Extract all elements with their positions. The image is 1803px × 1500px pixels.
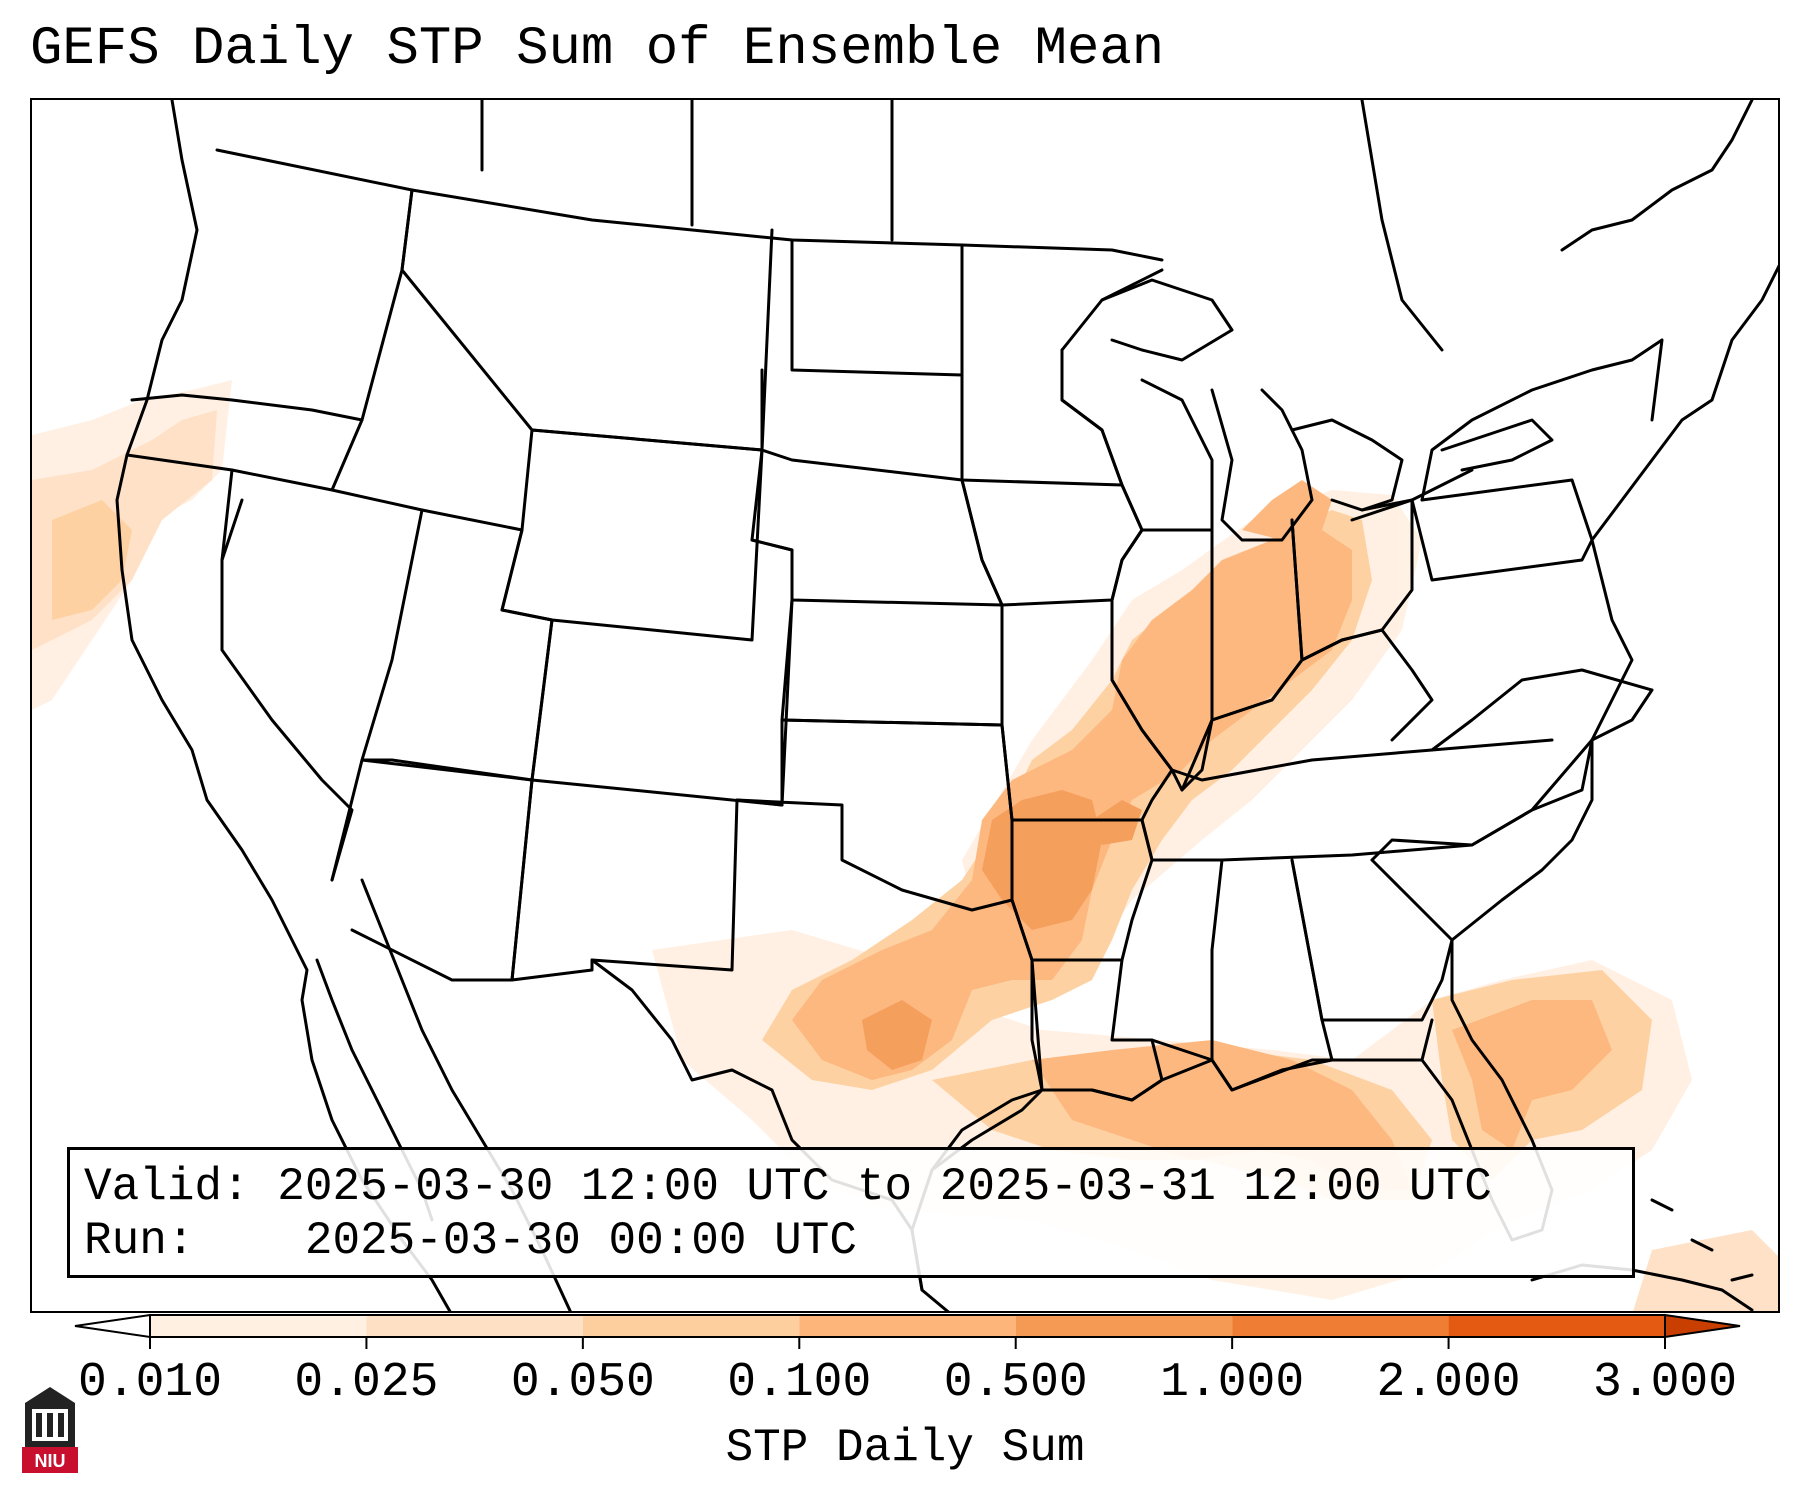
map-title: GEFS Daily STP Sum of Ensemble Mean: [30, 19, 1165, 80]
niu-logo-text: NIU: [35, 1451, 66, 1471]
colorbar-tick-label: 0.050: [510, 1356, 655, 1410]
colorbar-tick-label: 0.100: [727, 1356, 872, 1410]
colorbar-segment: [799, 1315, 1016, 1337]
valid-run-info-box: Valid: 2025-03-30 12:00 UTC to 2025-03-3…: [67, 1147, 1635, 1278]
colorbar-segment: [1015, 1315, 1233, 1337]
colorbar-tick-label: 2.000: [1376, 1356, 1521, 1410]
colorbar-segment: [150, 1315, 367, 1337]
map-panel: [30, 98, 1780, 1313]
colorbar-tick-label: 1.000: [1160, 1356, 1305, 1410]
colorbar-segment: [366, 1315, 583, 1337]
colorbar-segment: [1232, 1315, 1449, 1337]
niu-logo: NIU: [22, 1387, 78, 1473]
colorbar-tick-label: 0.010: [77, 1356, 223, 1410]
colorbar-segments: [74, 1313, 1741, 1339]
valid-label: Valid:: [84, 1161, 250, 1213]
colorbar-ticks: [149, 1337, 1666, 1349]
colorbar-segment: [582, 1315, 800, 1337]
valid-time-range: 2025-03-30 12:00 UTC to 2025-03-31 12:00…: [277, 1161, 1492, 1213]
colorbar-tick-label: 0.025: [294, 1356, 439, 1410]
run-label: Run:: [84, 1215, 195, 1267]
colorbar-outline: [149, 1314, 1666, 1338]
colorbar-tick-label: 3.000: [1592, 1356, 1738, 1410]
run-time: 2025-03-30 00:00 UTC: [304, 1215, 857, 1267]
colorbar-label: STP Daily Sum: [725, 1422, 1085, 1474]
colorbar-extend-low: [74, 1313, 151, 1339]
colorbar-extend-high: [1664, 1313, 1741, 1339]
colorbar: [74, 1313, 1741, 1349]
map-svg: [32, 100, 1778, 1311]
colorbar-segment: [1448, 1315, 1665, 1337]
colorbar-tick-label: 0.500: [943, 1356, 1088, 1410]
